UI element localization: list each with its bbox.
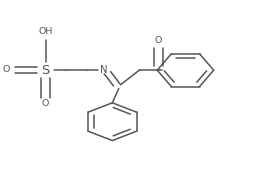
Text: OH: OH bbox=[38, 27, 53, 36]
Text: N: N bbox=[100, 65, 107, 75]
Text: O: O bbox=[155, 36, 162, 45]
Text: O: O bbox=[42, 99, 49, 108]
Text: S: S bbox=[42, 64, 50, 77]
Text: O: O bbox=[2, 65, 10, 74]
